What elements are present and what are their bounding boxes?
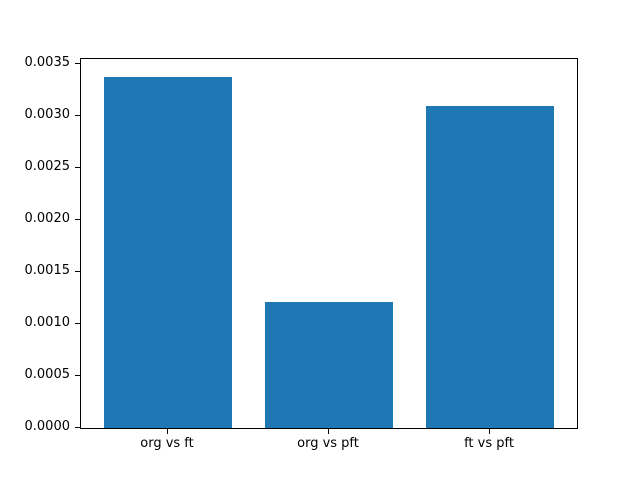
bar-org-vs-ft (103, 76, 233, 428)
x-tick-label: org vs pft (297, 436, 359, 451)
y-tick-mark (75, 63, 80, 65)
x-tick-label: org vs ft (140, 436, 194, 451)
y-tick-label: 0.0030 (24, 107, 71, 123)
y-tick-label: 0.0025 (24, 159, 71, 175)
y-tick-mark (75, 323, 80, 324)
y-tick-mark (75, 271, 80, 272)
y-tick-label: 0.0020 (24, 211, 71, 227)
y-tick-mark (75, 167, 80, 169)
plot-area (80, 58, 578, 429)
y-tick-label: 0.0005 (24, 367, 71, 382)
x-tick-label: ft vs pft (464, 436, 514, 451)
bars-layer (81, 59, 577, 428)
y-tick-mark (75, 375, 80, 376)
y-tick-mark (75, 115, 80, 117)
y-tick-label: 0.0015 (24, 263, 71, 278)
y-tick-label: 0.0000 (24, 419, 71, 434)
x-tick-mark (167, 429, 168, 434)
y-tick-label: 0.0035 (24, 55, 71, 71)
x-tick-mark (328, 429, 329, 434)
y-tick-label: 0.0010 (24, 315, 71, 330)
bar-ft-vs-pft (425, 105, 555, 428)
bar-org-vs-pft (264, 302, 394, 428)
y-tick-mark (75, 427, 80, 428)
y-tick-mark (75, 219, 80, 221)
x-tick-mark (489, 429, 490, 434)
